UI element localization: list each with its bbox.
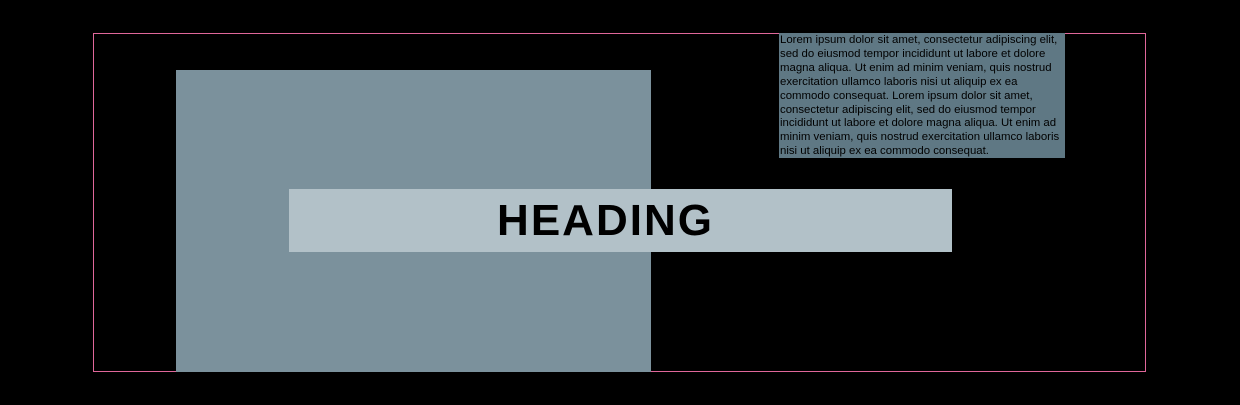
body-text-block: Lorem ipsum dolor sit amet, consectetur … [779,33,1065,158]
heading-bar: HEADING [289,189,952,252]
heading-text: HEADING [497,195,714,245]
